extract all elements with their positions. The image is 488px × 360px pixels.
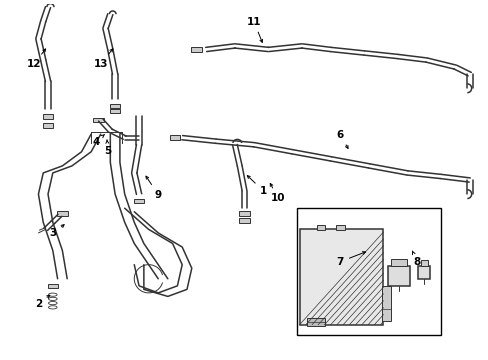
Bar [191,47,202,52]
Text: 4: 4 [92,134,104,147]
Text: 11: 11 [246,17,262,42]
Bar [110,104,120,108]
Bar [47,284,58,288]
Bar [134,199,144,203]
Bar [110,109,120,113]
Bar [306,318,325,327]
Text: 2: 2 [35,295,50,309]
Text: 7: 7 [336,252,365,267]
Bar [42,114,53,119]
Text: 5: 5 [104,140,111,156]
Text: 12: 12 [26,49,45,69]
Bar [417,266,429,279]
Bar [390,259,407,266]
Text: 10: 10 [270,184,285,203]
Text: 1: 1 [247,176,267,196]
Bar [239,211,249,216]
Bar [93,118,103,122]
Bar [239,218,249,223]
Bar [420,260,427,266]
Text: 9: 9 [146,176,162,200]
Bar [297,208,440,335]
Text: 8: 8 [412,251,420,267]
Bar [335,225,344,230]
Bar [381,286,390,321]
Bar [387,266,409,286]
Bar [299,229,383,325]
Bar [42,123,53,127]
Bar [169,135,180,140]
Text: 6: 6 [336,130,347,148]
Text: 13: 13 [93,49,112,69]
Bar [316,225,325,230]
Bar [57,211,67,216]
Text: 3: 3 [49,225,64,238]
